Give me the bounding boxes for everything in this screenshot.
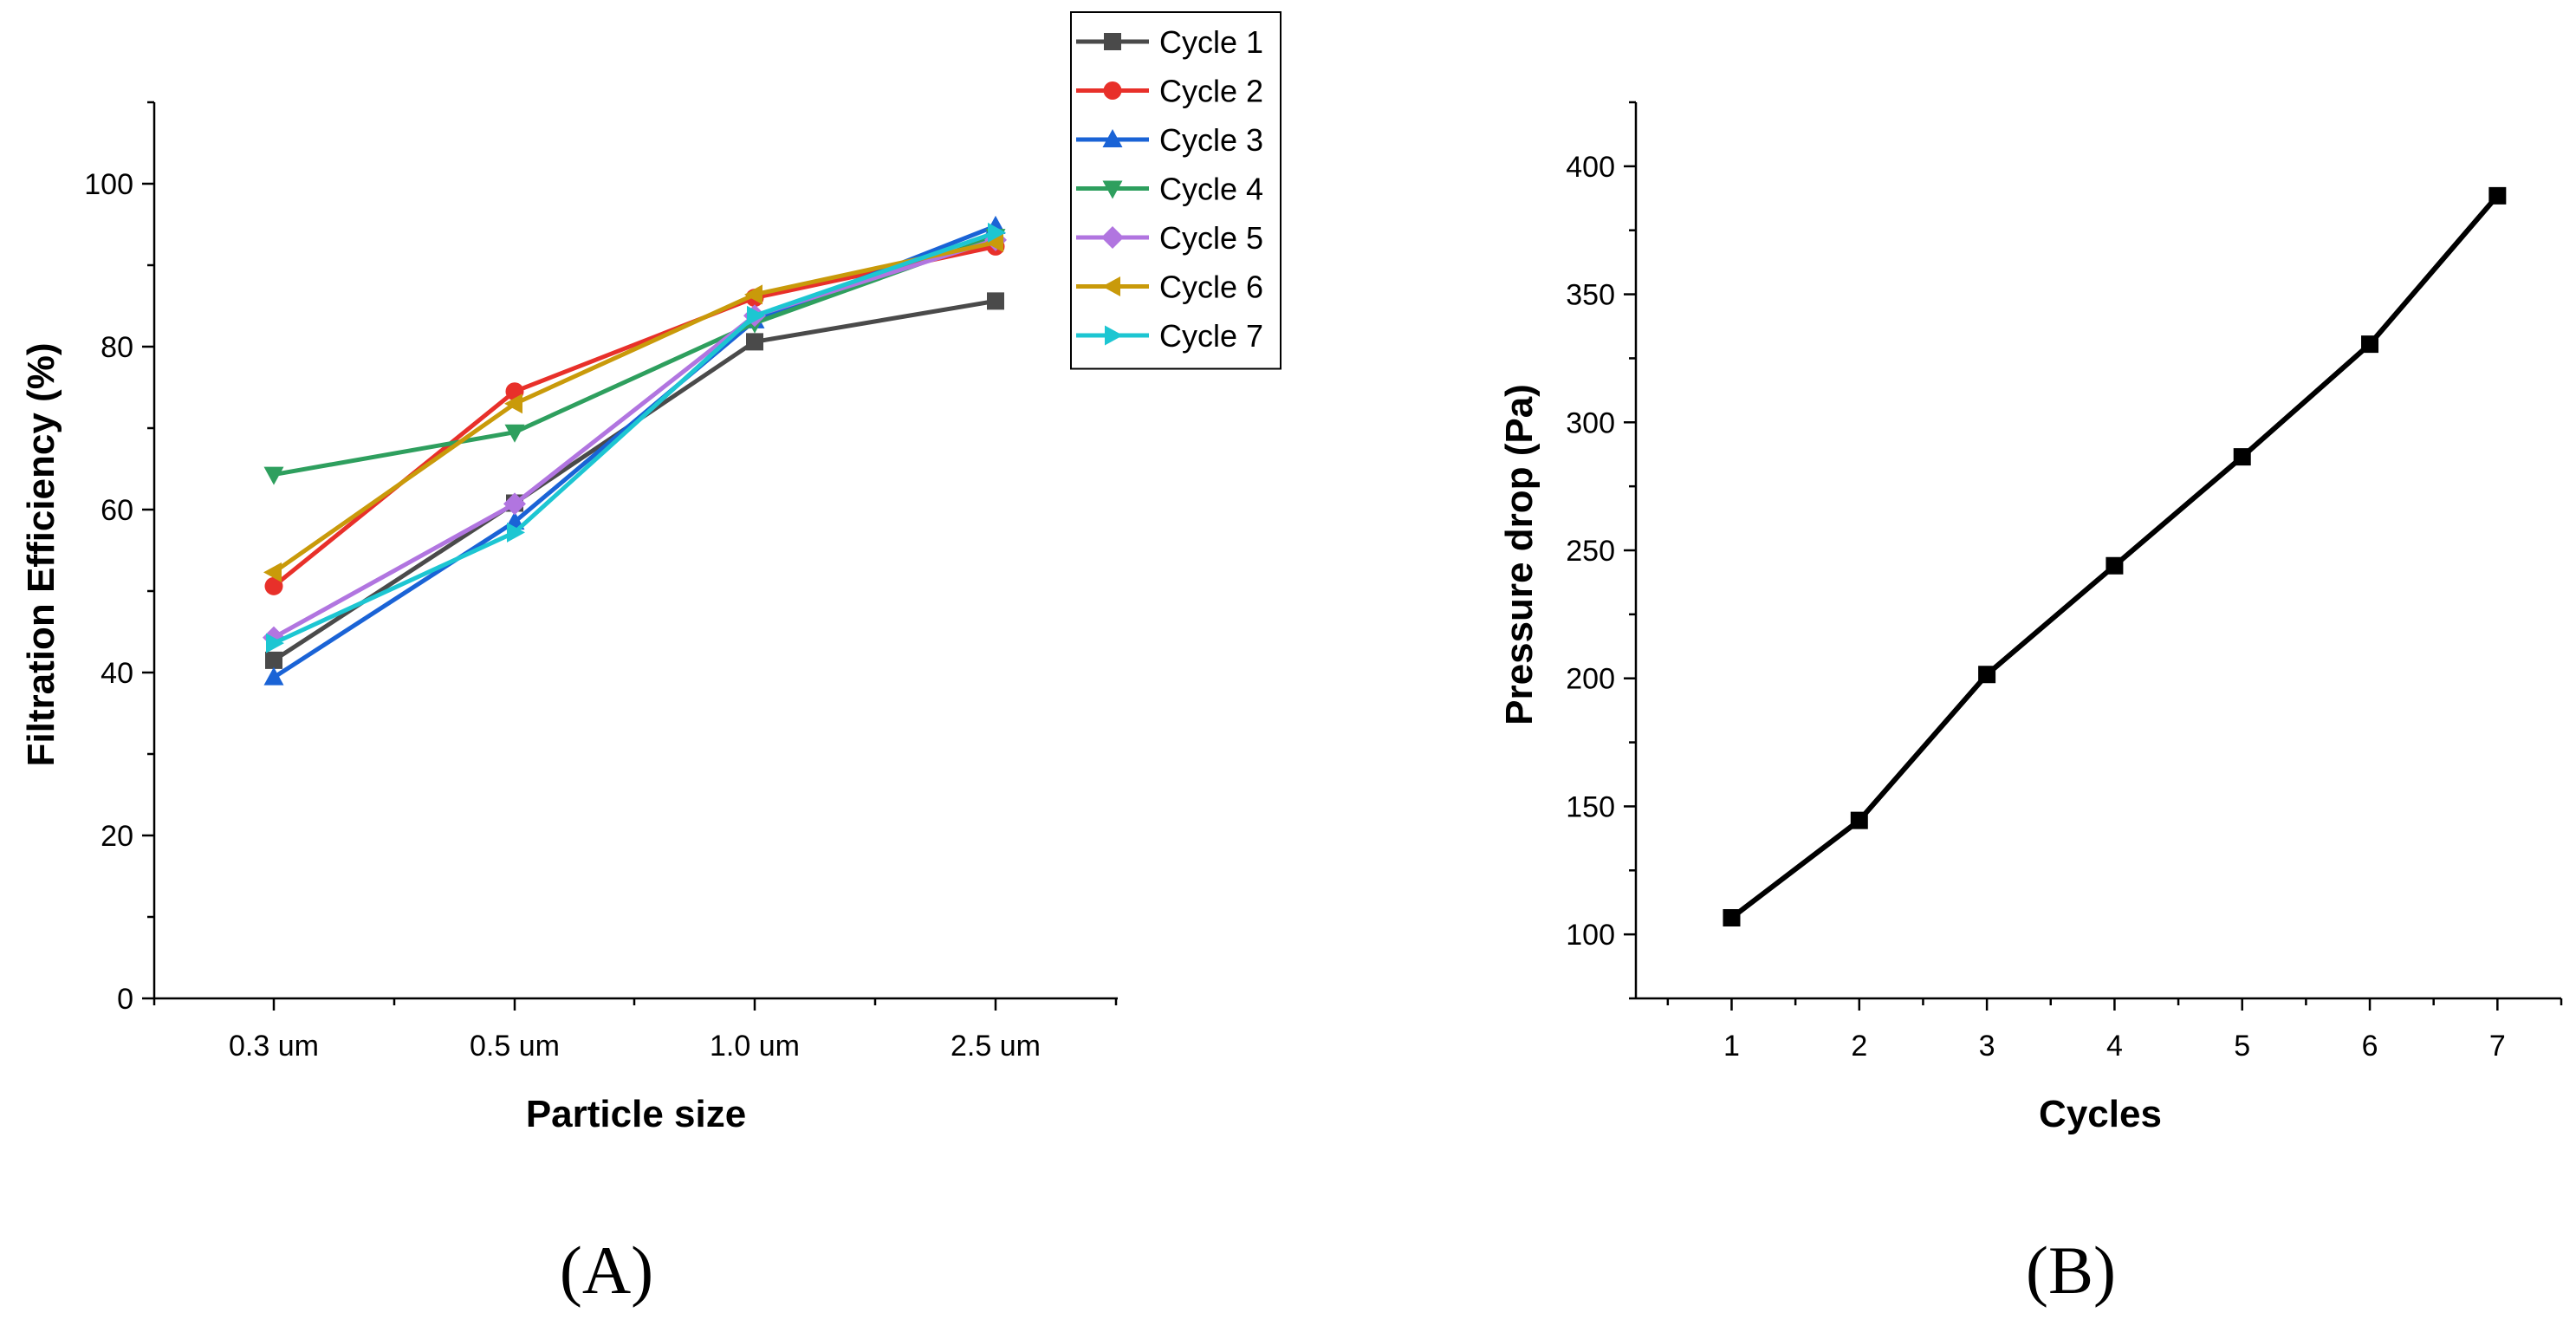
- panel-b-y-axis-title: Pressure drop (Pa): [1498, 384, 1541, 725]
- series-line: [272, 231, 996, 646]
- legend-marker: [1103, 81, 1122, 100]
- panel-a-x-tick-label: 2.5 um: [951, 1030, 1041, 1063]
- panel-a-y-tick-label: 0: [117, 983, 133, 1016]
- panel-b-y-tick-label: 350: [1566, 279, 1615, 312]
- legend-item-cycle-3: Cycle 3: [1076, 122, 1263, 158]
- panel-a-x-tick-label: 1.0 um: [710, 1030, 800, 1063]
- panel-b-x-tick-label: 5: [2234, 1030, 2250, 1063]
- legend-label: Cycle 6: [1159, 270, 1263, 305]
- legend-item-cycle-2: Cycle 2: [1076, 74, 1263, 109]
- panel-a-label: (A): [560, 1232, 653, 1308]
- legend-label: Cycle 4: [1159, 172, 1263, 207]
- legend-marker: [1101, 226, 1124, 249]
- panel-b-y-tick-label: 400: [1566, 151, 1615, 184]
- data-point: [265, 651, 282, 669]
- legend-label: Cycle 7: [1159, 318, 1263, 354]
- data-point: [507, 522, 525, 543]
- data-point: [504, 393, 522, 414]
- legend-item-cycle-7: Cycle 7: [1076, 318, 1263, 354]
- panel-a-legend: Cycle 1 Cycle 2 Cycle 3 Cycle 4 Cycle 5 Cycle…: [1070, 11, 1282, 370]
- legend-marker: [1104, 33, 1121, 50]
- series-cycle-2: [264, 237, 1005, 595]
- panel-a-y-tick-label: 60: [101, 494, 133, 527]
- panel-a-y-tick-label: 20: [101, 820, 133, 853]
- data-point: [746, 333, 763, 351]
- panel-a-x-tick-label: 0.5 um: [470, 1030, 560, 1063]
- data-point: [988, 222, 1006, 243]
- panel-a-y-tick-label: 80: [101, 331, 133, 364]
- data-point: [2488, 186, 2507, 205]
- panel-a-x-tick-label: 0.3 um: [229, 1030, 319, 1063]
- series-pressure-drop: [1723, 186, 2507, 926]
- data-point: [1850, 811, 1868, 829]
- panel-a-y-tick-label: 100: [84, 168, 133, 201]
- legend-label: Cycle 1: [1159, 24, 1263, 60]
- legend-item-cycle-5: Cycle 5: [1076, 220, 1263, 256]
- series-line: [272, 224, 996, 679]
- panel-b-x-tick-label: 1: [1723, 1030, 1740, 1063]
- series-cycle-7: [266, 222, 1006, 653]
- data-point: [985, 232, 1003, 253]
- data-point: [266, 633, 284, 653]
- data-point: [1978, 666, 1996, 684]
- data-point: [747, 305, 765, 326]
- data-point: [263, 666, 284, 686]
- legend-label: Cycle 2: [1159, 74, 1263, 109]
- data-point: [2233, 448, 2251, 466]
- data-point: [2361, 335, 2379, 354]
- panel-b-x-tick-label: 7: [2489, 1030, 2506, 1063]
- panel-b-label: (B): [2026, 1232, 2116, 1308]
- series-line: [272, 240, 996, 575]
- panel-b-x-tick-label: 4: [2106, 1030, 2123, 1063]
- panel-b-chart: 100 150 200 250 300 350 400 1 2 3 4 5 6 7 Cycles Pressu…: [1498, 101, 2563, 1135]
- legend-label: Cycle 3: [1159, 122, 1263, 158]
- data-point: [263, 562, 282, 582]
- panel-b-y-tick-label: 200: [1566, 663, 1615, 696]
- data-point: [1723, 908, 1741, 926]
- panel-b-y-tick-label: 100: [1566, 919, 1615, 952]
- series-cycle-5: [263, 228, 1007, 649]
- legend-marker: [1105, 325, 1123, 346]
- data-point: [263, 466, 284, 485]
- series-line: [1729, 193, 2500, 920]
- series-cycle-3: [263, 215, 1006, 686]
- legend-item-cycle-1: Cycle 1: [1076, 24, 1263, 60]
- panel-b-y-tick-label: 300: [1566, 406, 1615, 439]
- series-cycle-6: [263, 232, 1003, 582]
- data-point: [504, 424, 525, 443]
- panel-b-x-axis-title: Cycles: [2039, 1093, 2162, 1135]
- data-point: [264, 576, 283, 595]
- panel-b-x-tick-label: 3: [1979, 1030, 1995, 1063]
- panel-a-x-axis-title: Particle size: [526, 1093, 746, 1135]
- panel-a-chart: 0 20 40 60 80 100 0.3 um 0.5 um 1.0 um 2.5 um Part…: [20, 11, 1282, 1135]
- legend-item-cycle-6: Cycle 6: [1076, 270, 1263, 305]
- data-point: [987, 292, 1004, 310]
- panel-b-y-tick-label: 250: [1566, 535, 1615, 568]
- data-point: [2106, 556, 2124, 575]
- panel-b-x-tick-label: 2: [1851, 1030, 1867, 1063]
- legend-item-cycle-4: Cycle 4: [1076, 172, 1263, 207]
- legend-marker: [1102, 180, 1123, 199]
- panel-b-y-tick-label: 150: [1566, 790, 1615, 823]
- legend-marker: [1102, 129, 1123, 147]
- data-point: [744, 284, 762, 305]
- legend-marker: [1102, 276, 1120, 296]
- data-point: [503, 492, 526, 516]
- series-line: [272, 237, 996, 640]
- legend-label: Cycle 5: [1159, 220, 1263, 256]
- series-line: [272, 244, 996, 588]
- panel-b-x-tick-label: 6: [2362, 1030, 2378, 1063]
- panel-a-y-axis-title: Filtration Efficiency (%): [20, 343, 62, 767]
- panel-a-y-tick-label: 40: [101, 657, 133, 690]
